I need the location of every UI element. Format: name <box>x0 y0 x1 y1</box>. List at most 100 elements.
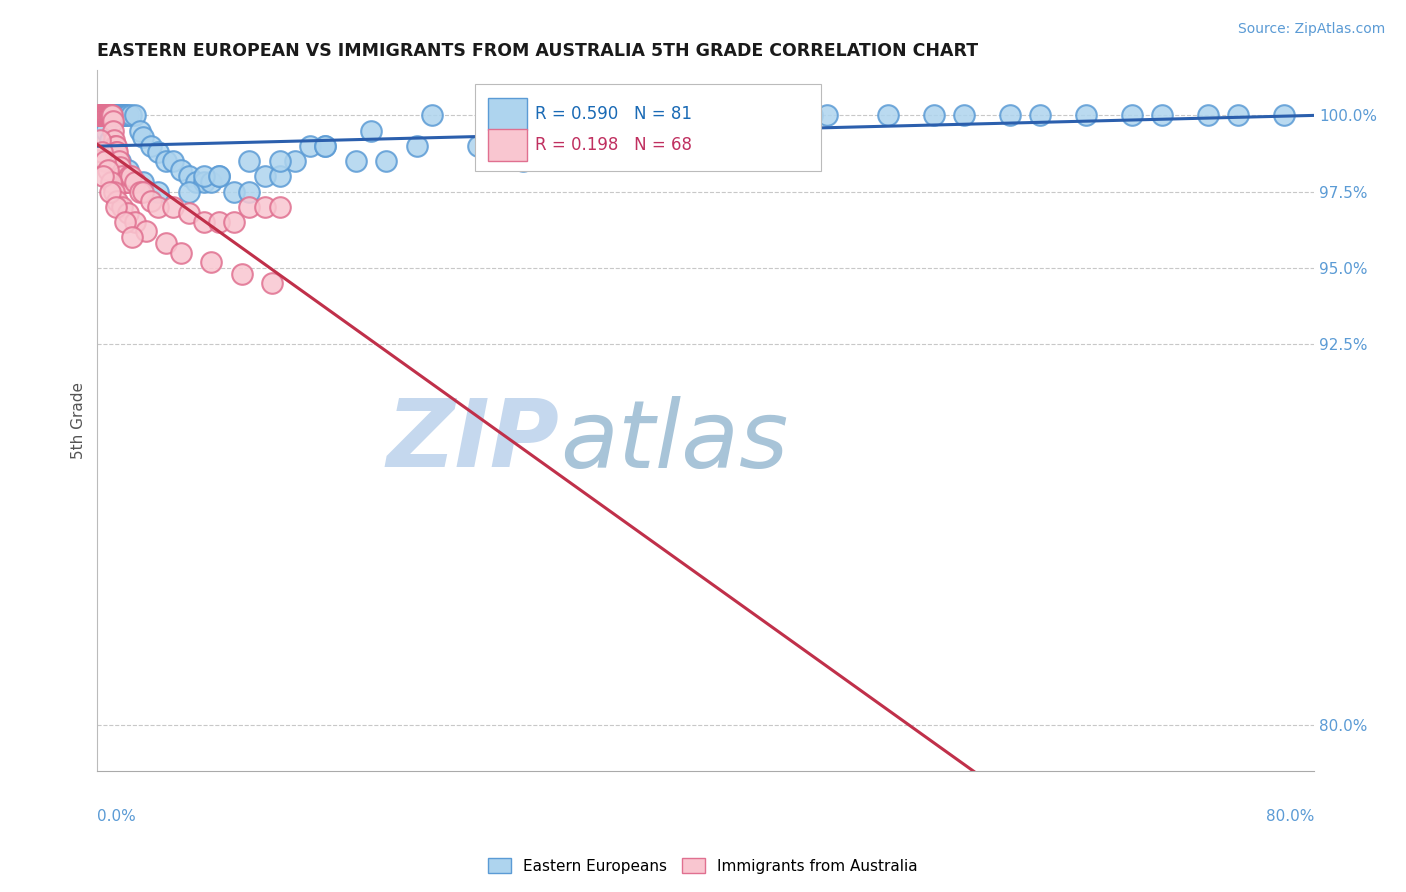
Point <box>115 108 138 122</box>
Point <box>105 145 128 159</box>
Point <box>284 154 307 169</box>
Point <box>117 108 139 122</box>
Point <box>98 108 121 122</box>
Point <box>664 139 686 153</box>
Point <box>94 108 117 122</box>
Point <box>269 169 291 184</box>
Text: EASTERN EUROPEAN VS IMMIGRANTS FROM AUSTRALIA 5TH GRADE CORRELATION CHART: EASTERN EUROPEAN VS IMMIGRANTS FROM AUST… <box>97 42 979 60</box>
Point <box>96 108 118 122</box>
Point <box>100 108 122 122</box>
Point <box>120 108 142 122</box>
Point <box>877 108 900 122</box>
Point <box>98 133 121 147</box>
Point <box>103 185 125 199</box>
Point <box>104 139 127 153</box>
Y-axis label: 5th Grade: 5th Grade <box>72 382 86 458</box>
Point <box>93 108 115 122</box>
Point <box>93 108 115 122</box>
Point <box>725 108 748 122</box>
Point <box>231 267 253 281</box>
Point <box>135 224 157 238</box>
Text: Source: ZipAtlas.com: Source: ZipAtlas.com <box>1237 22 1385 37</box>
Point <box>148 185 170 199</box>
Point <box>193 176 215 190</box>
Point <box>238 185 260 199</box>
Point <box>208 215 231 229</box>
Point <box>224 185 246 199</box>
Point <box>104 108 127 122</box>
Point <box>112 176 135 190</box>
Point <box>97 108 120 122</box>
FancyBboxPatch shape <box>488 128 527 161</box>
Point <box>269 154 291 169</box>
Point <box>132 185 155 199</box>
Point <box>114 215 136 229</box>
Point <box>103 133 125 147</box>
Point <box>89 108 111 122</box>
Point <box>496 108 519 122</box>
Point <box>132 176 155 190</box>
FancyBboxPatch shape <box>475 84 821 171</box>
Point <box>87 108 110 122</box>
Point <box>97 163 120 178</box>
Point <box>193 169 215 184</box>
Point <box>90 108 112 122</box>
Point <box>170 163 193 178</box>
Point <box>105 145 128 159</box>
Point <box>170 245 193 260</box>
Point <box>89 108 111 122</box>
Point <box>1197 108 1219 122</box>
Point <box>101 114 124 128</box>
Point <box>117 176 139 190</box>
Point <box>314 139 336 153</box>
Point <box>108 108 131 122</box>
Point <box>101 108 124 122</box>
Point <box>375 154 398 169</box>
Point <box>572 139 595 153</box>
Point <box>103 108 125 122</box>
Point <box>105 194 128 208</box>
Point <box>96 123 118 137</box>
Point <box>90 108 112 122</box>
Point <box>117 206 139 220</box>
Point <box>114 176 136 190</box>
Point <box>1029 108 1052 122</box>
Text: 80.0%: 80.0% <box>1265 809 1315 824</box>
Point <box>96 108 118 122</box>
Text: R = 0.590   N = 81: R = 0.590 N = 81 <box>536 105 692 123</box>
Point <box>124 108 146 122</box>
Point <box>129 123 152 137</box>
Point <box>112 108 135 122</box>
Text: R = 0.198   N = 68: R = 0.198 N = 68 <box>536 136 692 153</box>
Point <box>155 236 177 251</box>
Point <box>998 108 1021 122</box>
Text: atlas: atlas <box>560 396 787 487</box>
Point <box>193 215 215 229</box>
Point <box>97 108 120 122</box>
Point <box>98 108 121 122</box>
Point <box>815 108 838 122</box>
Point <box>155 154 177 169</box>
Point <box>104 200 127 214</box>
Point <box>177 169 200 184</box>
Point <box>269 200 291 214</box>
Point <box>1227 108 1250 122</box>
Point <box>98 185 121 199</box>
Point <box>100 108 122 122</box>
Point <box>262 276 284 290</box>
Point <box>1121 108 1143 122</box>
Point <box>104 139 127 153</box>
Point <box>94 108 117 122</box>
Point <box>100 176 122 190</box>
Point <box>115 176 138 190</box>
Point <box>98 108 121 122</box>
Point <box>420 108 443 122</box>
Point <box>148 145 170 159</box>
Point <box>208 169 231 184</box>
Point <box>111 169 134 184</box>
Point <box>1150 108 1173 122</box>
Point <box>200 176 222 190</box>
Point <box>1074 108 1097 122</box>
Point <box>89 133 111 147</box>
Point <box>118 169 141 184</box>
